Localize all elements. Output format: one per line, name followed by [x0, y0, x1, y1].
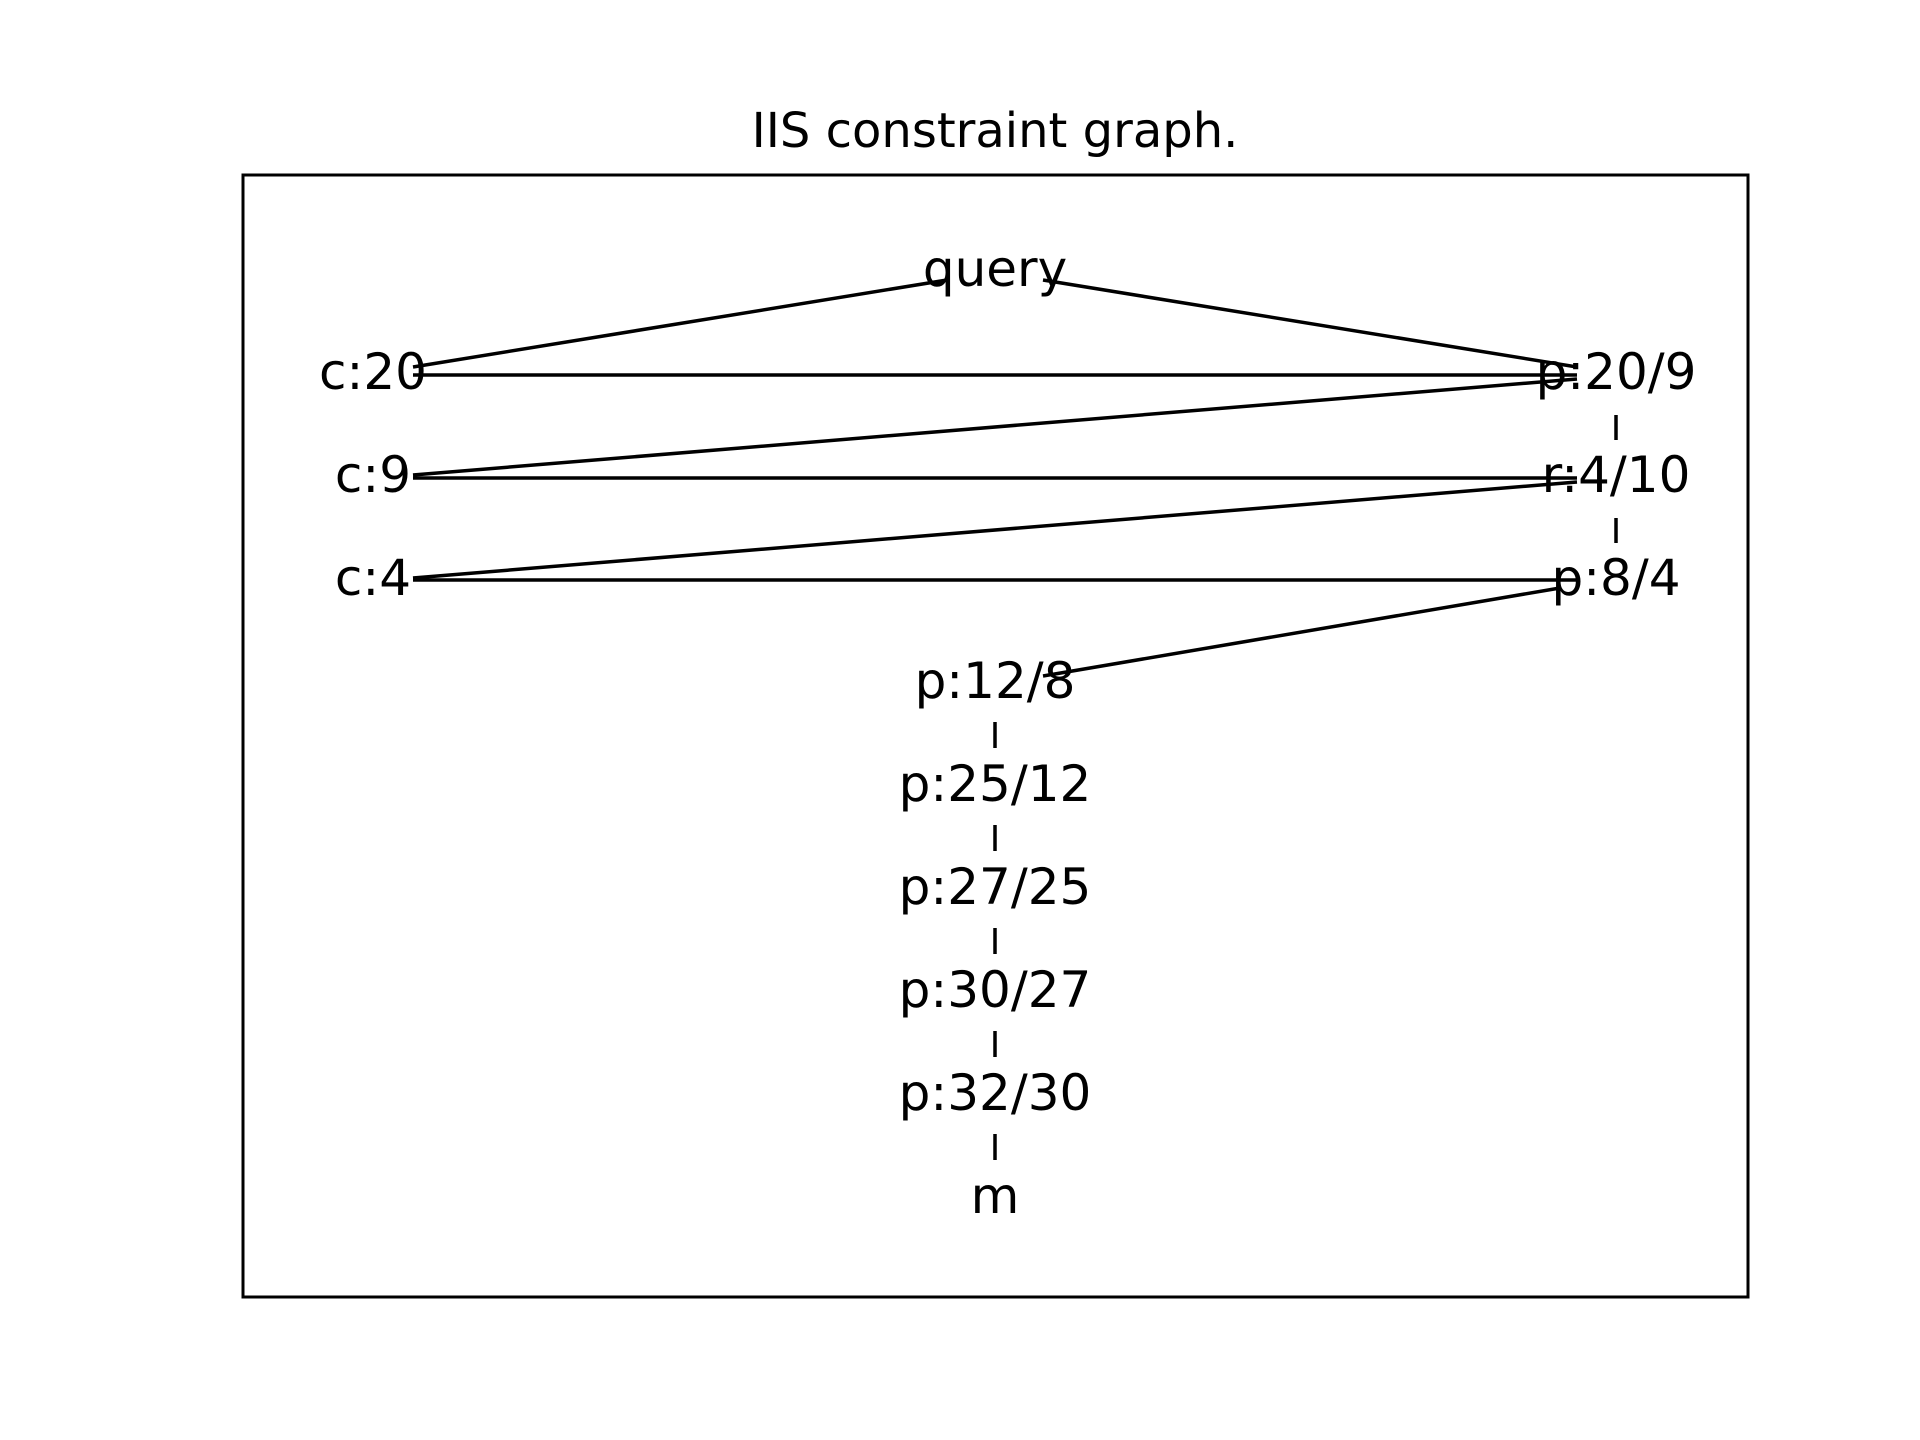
edge-query-p20_9 — [1042, 278, 1578, 369]
node-c9: c:9 — [335, 446, 411, 504]
node-layer: query c:20 c:9 c:4 p:20/9 r:4/10 p:8/4 p:12/8 p:… — [319, 240, 1696, 1225]
node-p32-30: p:32/30 — [899, 1064, 1092, 1122]
node-p8-4: p:8/4 — [1551, 549, 1680, 607]
node-query: query — [923, 240, 1067, 298]
edge-p8_4-p12_8 — [1042, 586, 1561, 678]
node-p25-12: p:25/12 — [899, 755, 1092, 813]
node-p30-27: p:30/27 — [899, 961, 1092, 1019]
figure-title: IIS constraint graph. — [752, 103, 1239, 159]
node-m: m — [971, 1167, 1020, 1225]
plot-frame — [241, 173, 1750, 1299]
edge-c9-p20_9 — [412, 377, 1578, 477]
edge-layer — [412, 278, 1618, 1160]
node-p12-8: p:12/8 — [915, 652, 1076, 710]
node-p27-25: p:27/25 — [899, 858, 1092, 916]
edge-c4-r4_10 — [412, 480, 1578, 580]
node-c20: c:20 — [319, 343, 427, 401]
node-r4-10: r:4/10 — [1542, 446, 1691, 504]
edge-query-c20 — [412, 278, 948, 369]
node-p20-9: p:20/9 — [1536, 343, 1697, 401]
node-c4: c:4 — [335, 549, 411, 607]
